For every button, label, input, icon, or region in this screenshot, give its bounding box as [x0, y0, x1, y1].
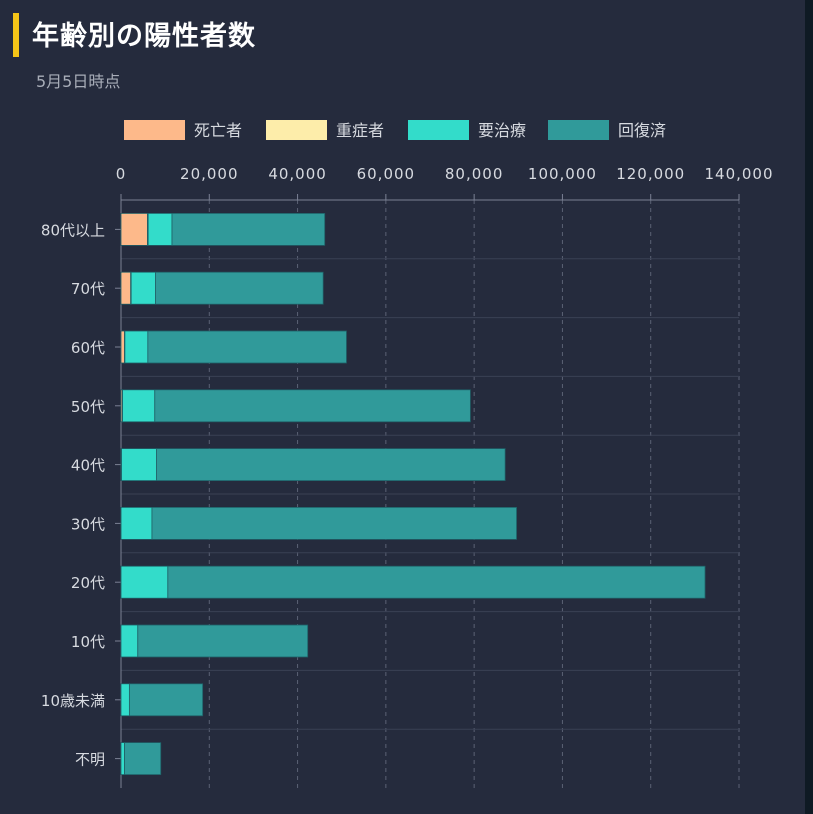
- legend-label-0[interactable]: 死亡者: [194, 121, 242, 140]
- title-accent-bar: [13, 13, 19, 57]
- bar-segment-0-0[interactable]: [120, 212, 148, 246]
- y-tick-label: 10歳未満: [41, 692, 105, 710]
- x-tick-label: 60,000: [357, 165, 416, 183]
- chart-subtitle: 5月5日時点: [36, 72, 121, 91]
- bar-segment-0-1[interactable]: [120, 271, 132, 305]
- legend: 死亡者 重症者 要治療 回復済: [124, 120, 666, 140]
- y-tick-label: 80代以上: [41, 221, 105, 239]
- bar-segment-2-7[interactable]: [120, 624, 139, 658]
- bar-segment-3-3[interactable]: [154, 389, 471, 423]
- y-tick-label: 20代: [71, 574, 105, 592]
- x-tick-label: 100,000: [528, 165, 597, 183]
- y-tick-label: 60代: [71, 339, 105, 357]
- x-tick-label: 140,000: [704, 165, 773, 183]
- x-axis: 0 20,000 40,000 60,000 80,000 100,000 120,000 1…: [116, 165, 773, 201]
- x-tick-label: 20,000: [180, 165, 239, 183]
- bar-segment-2-0[interactable]: [147, 212, 173, 246]
- y-tick-label: 40代: [71, 457, 105, 475]
- bar-segment-2-4[interactable]: [121, 448, 157, 482]
- bar-segment-3-1[interactable]: [155, 271, 324, 305]
- legend-label-3[interactable]: 回復済: [618, 121, 666, 140]
- y-tick-label: 30代: [71, 515, 105, 533]
- legend-swatch-2[interactable]: [408, 120, 469, 140]
- bar-segment-3-6[interactable]: [167, 565, 706, 599]
- bar-segment-2-3[interactable]: [122, 389, 156, 423]
- bar-segment-2-8[interactable]: [120, 683, 130, 717]
- y-tick-label: 不明: [75, 751, 105, 769]
- x-tick-label: 0: [116, 165, 127, 183]
- bar-segment-3-5[interactable]: [151, 506, 517, 540]
- x-tick-label: 120,000: [616, 165, 685, 183]
- legend-label-2[interactable]: 要治療: [478, 121, 526, 140]
- legend-swatch-0[interactable]: [124, 120, 185, 140]
- bar-segment-2-5[interactable]: [120, 506, 153, 540]
- bar-segment-0-2[interactable]: [120, 330, 125, 364]
- y-tick-label: 10代: [71, 633, 105, 651]
- bar-segment-3-2[interactable]: [147, 330, 347, 364]
- bar-segment-3-8[interactable]: [128, 683, 204, 717]
- bar-segment-2-2[interactable]: [124, 330, 149, 364]
- bar-segment-3-4[interactable]: [156, 448, 506, 482]
- x-tick-label: 80,000: [445, 165, 504, 183]
- chart-title: 年齢別の陽性者数: [32, 21, 256, 52]
- legend-swatch-3[interactable]: [548, 120, 609, 140]
- bar-segment-3-7[interactable]: [137, 624, 309, 658]
- legend-label-1[interactable]: 重症者: [336, 121, 384, 140]
- bar-segment-2-6[interactable]: [120, 565, 169, 599]
- y-tick-label: 70代: [71, 280, 105, 298]
- legend-swatch-1[interactable]: [266, 120, 327, 140]
- bars: [120, 212, 706, 775]
- bar-segment-2-9[interactable]: [120, 742, 125, 775]
- bar-segment-3-9[interactable]: [124, 742, 162, 775]
- bar-segment-2-1[interactable]: [130, 271, 156, 305]
- y-tick-label: 50代: [71, 398, 105, 416]
- x-tick-label: 40,000: [268, 165, 327, 183]
- bar-segment-3-0[interactable]: [171, 212, 326, 246]
